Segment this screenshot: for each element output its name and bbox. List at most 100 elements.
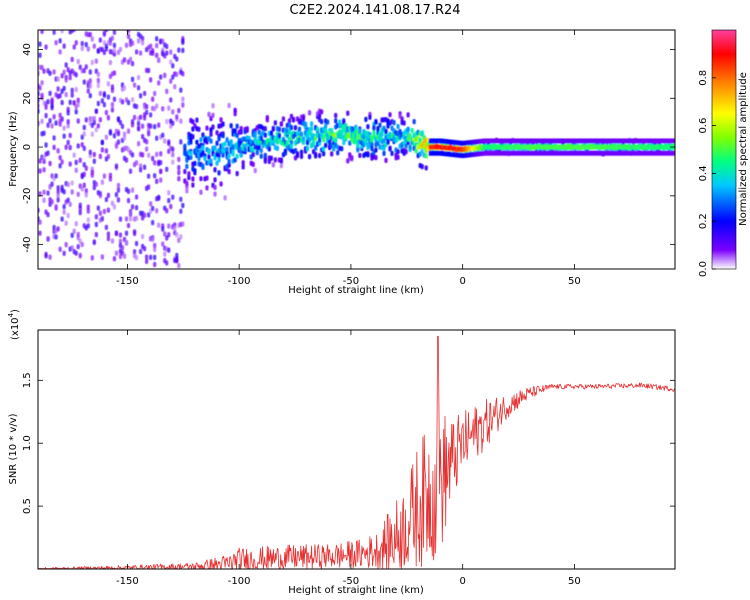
spectrogram-cell xyxy=(141,233,145,240)
spectrogram-cell xyxy=(539,144,543,150)
spectrogram-x-axis-label: Height of straight line (km) xyxy=(288,285,424,296)
spectrogram-cell xyxy=(106,115,111,121)
spectrogram-cell xyxy=(670,138,674,144)
spectrogram-cell xyxy=(124,157,129,163)
spectrogram-cell xyxy=(141,152,145,158)
spectrogram-cell xyxy=(116,131,121,137)
spectrogram-cell xyxy=(670,150,674,156)
spectrogram-cell xyxy=(523,144,527,150)
spectrogram-cell xyxy=(565,150,569,156)
spectrogram-cell xyxy=(221,152,225,158)
spectrogram-cell xyxy=(489,144,493,150)
spectrogram-cell xyxy=(102,30,106,36)
spectrogram-cell xyxy=(82,171,86,178)
spectrogram-cell xyxy=(143,212,147,218)
spectrogram-cell xyxy=(143,164,147,170)
spectrogram-cell xyxy=(597,144,601,150)
spectrogram-cell xyxy=(269,155,273,161)
snr-y-tick-label: 1.5 xyxy=(22,372,33,388)
spectrogram-cell xyxy=(633,144,638,150)
spectrogram-cell xyxy=(515,144,519,150)
spectrogram-cell xyxy=(114,250,119,256)
spectrogram-cell xyxy=(579,150,583,156)
spectrogram-cell xyxy=(497,138,501,144)
spectrogram-cell xyxy=(450,139,454,145)
spectrogram-cell xyxy=(217,170,221,176)
spectrogram-cell xyxy=(50,103,54,109)
spectrogram-cell xyxy=(493,144,497,150)
spectrogram-cell xyxy=(199,176,203,182)
spectrogram-cell xyxy=(116,139,121,145)
spectrogram-cell xyxy=(102,208,106,215)
spectrogram-cell xyxy=(495,150,499,156)
spectrogram-cell xyxy=(619,144,623,150)
spectrogram-cell xyxy=(82,79,86,85)
spectrogram-cell xyxy=(167,197,171,204)
spectrogram-cell xyxy=(130,76,135,82)
spectrogram-cell xyxy=(181,202,185,209)
spectrogram-cell xyxy=(324,123,328,129)
spectrogram-cell xyxy=(149,201,153,207)
spectrogram-x-tick-label: 0 xyxy=(459,276,465,287)
spectrogram-cell xyxy=(489,138,493,144)
spectrogram-cell xyxy=(342,119,346,125)
spectrogram-cell xyxy=(98,210,102,216)
spectrogram-cell xyxy=(86,208,90,214)
spectrogram-cell xyxy=(637,138,642,144)
spectrogram-cell xyxy=(659,138,664,144)
spectrogram-cell xyxy=(571,138,575,144)
spectrogram-cell xyxy=(74,250,78,256)
spectrogram-cell xyxy=(579,144,583,150)
spectrogram-cell xyxy=(177,156,181,162)
spectrogram-cell xyxy=(424,153,428,159)
spectrogram-cell xyxy=(555,150,559,156)
spectrogram-cell xyxy=(171,109,175,115)
spectrogram-cell xyxy=(52,135,56,141)
spectrogram-cell xyxy=(48,254,52,260)
spectrogram-cell xyxy=(645,138,650,144)
spectrogram-cell xyxy=(42,68,46,74)
spectrogram-cell xyxy=(205,185,209,191)
spectrogram-cell xyxy=(442,145,446,151)
spectrogram-cell xyxy=(324,142,328,148)
spectrogram-cell xyxy=(98,117,102,123)
spectrogram-cell xyxy=(62,189,66,195)
spectrogram-cell xyxy=(491,144,495,150)
spectrogram-cell xyxy=(175,258,179,264)
spectrogram-cell xyxy=(555,138,559,144)
spectrogram-cell xyxy=(179,118,183,124)
spectrogram-cell xyxy=(149,77,153,83)
spectrogram-cell xyxy=(124,239,129,245)
spectrogram-cell xyxy=(175,56,179,62)
spectrogram-cell xyxy=(64,77,68,83)
spectrogram-cell xyxy=(114,230,119,237)
spectrogram-cell xyxy=(191,119,195,125)
spectrogram-cell xyxy=(153,90,157,97)
spectrogram-cell xyxy=(486,144,491,150)
spectrogram-cell xyxy=(50,98,54,104)
spectrogram-cell xyxy=(92,43,96,49)
spectrogram-cell xyxy=(177,164,181,171)
spectrogram-cell xyxy=(366,124,370,130)
spectrogram-cell xyxy=(577,150,581,156)
spectrogram-cell xyxy=(480,144,485,150)
spectrogram-cell xyxy=(659,144,664,150)
spectrogram-cell xyxy=(557,150,561,156)
spectrogram-cell xyxy=(464,140,469,146)
spectrogram-cell xyxy=(118,232,123,238)
spectrogram-cell xyxy=(193,168,197,174)
spectrogram-cell xyxy=(134,205,139,211)
spectrogram-cell xyxy=(322,146,326,152)
spectrogram-cell xyxy=(211,112,215,118)
spectrogram-cell xyxy=(651,138,656,144)
spectrogram-cell xyxy=(651,144,656,150)
spectrogram-cell xyxy=(382,150,386,156)
spectrogram-cell xyxy=(641,138,646,144)
spectrogram-cell xyxy=(153,173,157,179)
spectrogram-cell xyxy=(74,86,78,93)
spectrogram-cell xyxy=(149,254,153,261)
spectrogram-cell xyxy=(126,198,131,204)
spectrogram-cell xyxy=(100,98,104,104)
spectrogram-cell xyxy=(533,144,537,150)
spectrogram-cell xyxy=(177,108,181,114)
